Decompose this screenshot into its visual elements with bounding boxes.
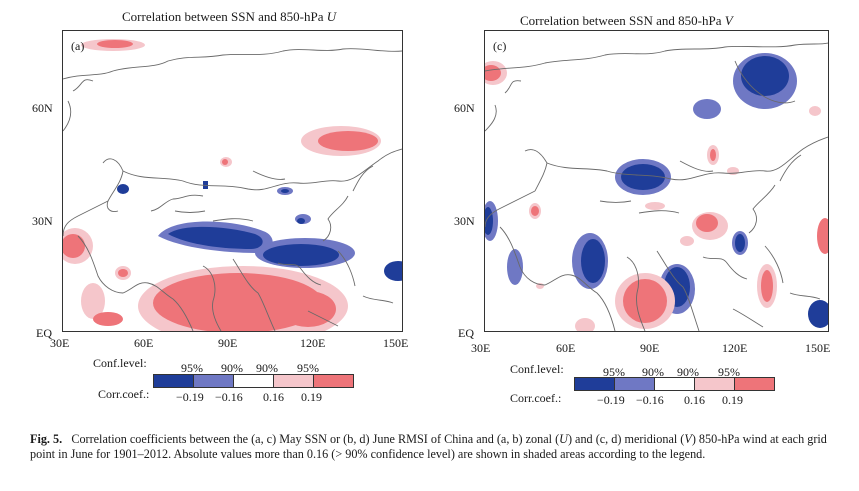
- panel-c-shading: [485, 53, 828, 331]
- panel-a-xtick-30e: 30E: [50, 336, 70, 350]
- legend-a-swatch-5: [314, 375, 353, 387]
- panel-c-map: (c): [484, 30, 829, 332]
- caption-var-v: V: [684, 432, 692, 446]
- legend-c-coef-4: 0.19: [722, 393, 743, 407]
- panel-a-ytick-30n: 30N: [32, 214, 53, 228]
- panel-c-xtick-30e: 30E: [471, 341, 491, 355]
- legend-a-swatch-3: [234, 375, 274, 387]
- legend-c-coef-label: Corr.coef.:: [510, 391, 562, 405]
- legend-a-conf-2: 90%: [221, 361, 243, 375]
- panel-c-ytick-60n: 60N: [454, 101, 475, 115]
- panel-c-xtick-90e: 90E: [640, 341, 660, 355]
- legend-c-colorbar: [574, 377, 775, 391]
- panel-c-ytick-30n: 30N: [454, 214, 475, 228]
- panel-a-xtick-150e: 150E: [383, 336, 409, 350]
- panel-c-xtick-150e: 150E: [805, 341, 831, 355]
- legend-a-conf-1: 95%: [181, 361, 203, 375]
- legend-a-swatch-2: [194, 375, 234, 387]
- panel-c-label: (c): [493, 39, 507, 53]
- legend-a-swatch-4: [274, 375, 314, 387]
- panel-c-xtick-120e: 120E: [722, 341, 748, 355]
- panel-c-map-graphic: [485, 42, 828, 331]
- legend-c-swatch-5: [735, 378, 774, 390]
- panel-a-map-graphic: [63, 39, 402, 331]
- legend-a-conf-3: 90%: [256, 361, 278, 375]
- legend-c-coef-2: −0.16: [636, 393, 664, 407]
- panel-c-title: Correlation between SSN and 850-hPa V: [520, 13, 733, 28]
- panel-a-label: (a): [71, 39, 85, 53]
- legend-c-swatch-2: [615, 378, 655, 390]
- panel-a-ytick-60n: 60N: [32, 101, 53, 115]
- legend-c-conf-1: 95%: [603, 365, 625, 379]
- legend-c-swatch-1: [575, 378, 615, 390]
- panel-c-xtick-60e: 60E: [556, 341, 576, 355]
- panel-a-coastlines: [63, 48, 402, 331]
- legend-a-coef-label: Corr.coef.:: [98, 387, 150, 401]
- legend-c-coef-1: −0.19: [597, 393, 625, 407]
- legend-c-conf-label: Conf.level:: [510, 362, 564, 376]
- caption-text-2: ) and (c, d) meridional (: [567, 432, 685, 446]
- legend-a-conf-4: 95%: [297, 361, 319, 375]
- caption-text-3: ) 850-hPa wind at each grid point in Jun…: [30, 432, 827, 461]
- panel-a-xtick-60e: 60E: [134, 336, 154, 350]
- legend-a-coef-1: −0.19: [176, 390, 204, 404]
- panel-a-xtick-120e: 120E: [300, 336, 326, 350]
- panel-a-ytick-eq: EQ: [36, 326, 52, 340]
- figure-caption: Fig. 5. Correlation coefficients between…: [30, 432, 840, 462]
- legend-a-colorbar: [153, 374, 354, 388]
- legend-a-coef-2: −0.16: [215, 390, 243, 404]
- panel-a-xtick-90e: 90E: [218, 336, 238, 350]
- caption-text-1: Correlation coefficients between the (a,…: [71, 432, 560, 446]
- panel-a-shading: [63, 39, 402, 331]
- panel-a-title: Correlation between SSN and 850-hPa U: [122, 9, 337, 24]
- legend-a-swatch-1: [154, 375, 194, 387]
- legend-a-coef-3: 0.16: [263, 390, 284, 404]
- legend-c-conf-4: 95%: [718, 365, 740, 379]
- panel-c-ytick-eq: EQ: [458, 326, 474, 340]
- legend-c-coef-3: 0.16: [684, 393, 705, 407]
- legend-c-swatch-3: [655, 378, 695, 390]
- legend-c-swatch-4: [695, 378, 735, 390]
- panel-c-coastlines: [485, 42, 828, 331]
- panel-a-map: (a): [62, 30, 403, 332]
- legend-a-coef-4: 0.19: [301, 390, 322, 404]
- caption-var-u: U: [559, 432, 568, 446]
- legend-c-conf-2: 90%: [642, 365, 664, 379]
- legend-a-conf-label: Conf.level:: [93, 356, 147, 370]
- caption-fig-label: Fig. 5.: [30, 432, 63, 446]
- legend-c-conf-3: 90%: [677, 365, 699, 379]
